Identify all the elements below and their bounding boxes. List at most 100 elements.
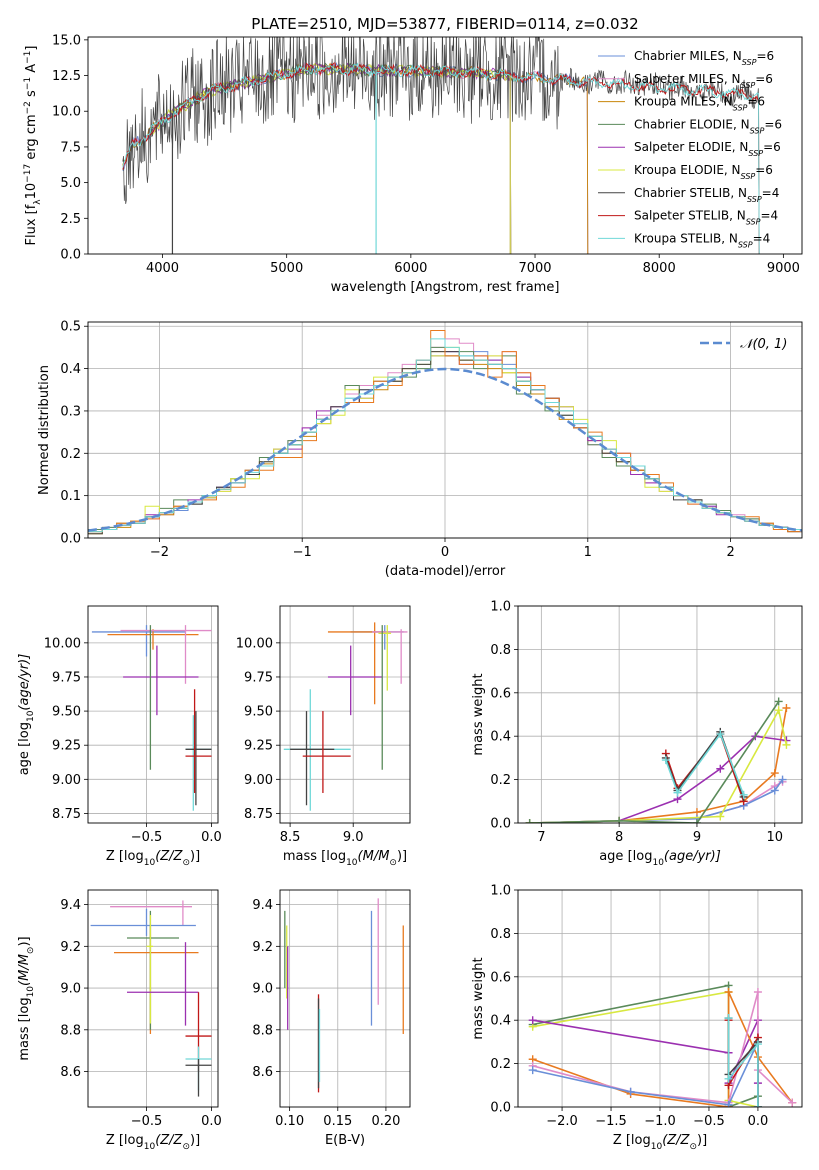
y-tick-label: 12.5 [52, 69, 81, 84]
weight-point-marker [692, 819, 701, 823]
y-axis-label: Flux [fλ10−17 erg cm−2 s−1 A−1] [23, 46, 43, 246]
weight-point-marker [626, 1087, 635, 1096]
y-axis-label-part: −1 [23, 51, 33, 64]
y-tick-label: 10.00 [236, 636, 273, 651]
y-axis-label-part: −17 [23, 164, 33, 183]
y-axis-label-part: )] [17, 936, 32, 946]
y-tick-label: 7.5 [60, 140, 81, 155]
y-tick-label: 15.0 [52, 33, 81, 48]
y-tick-label: 10.00 [44, 636, 81, 651]
x-tick-label: 0.10 [275, 1114, 304, 1129]
x-axis-label-part: (Z/Z [155, 849, 183, 864]
spectrum-series-line [122, 62, 760, 254]
legend-entry-sub: SSP [733, 103, 748, 112]
weight-series-line [532, 1019, 759, 1084]
x-tick-label: 0.20 [371, 1114, 400, 1129]
legend-entry: Kroupa ELODIE, NSSP=6 [634, 163, 773, 181]
legend-entry: Salpeter ELODIE, NSSP=6 [634, 140, 781, 158]
x-axis-label-part: (M/M [358, 849, 390, 864]
x-axis-label-part: mass [log [283, 849, 346, 864]
y-tick-label: 9.2 [252, 940, 273, 955]
weight-point-marker [716, 764, 725, 773]
chart-title: PLATE=2510, MJD=53877, FIBERID=0114, z=0… [251, 15, 638, 33]
y-tick-label: 0.2 [490, 1057, 511, 1072]
x-tick-label: 4000 [146, 261, 179, 276]
y-tick-label: 0.5 [60, 320, 81, 335]
y-axis-label: age [log10(age/yr)] [17, 654, 36, 776]
weight-point-marker [724, 987, 733, 996]
y-axis-label-part: 10 [26, 986, 36, 998]
weight-point-marker [788, 1098, 797, 1107]
x-axis-label: Z [log10(Z/Z⊙)] [106, 1133, 200, 1152]
weight-point-marker [753, 987, 762, 996]
legend-entry: Chabrier MILES, NSSP=6 [634, 49, 774, 67]
x-axis-label: age [log10(age/yr)] [599, 849, 721, 868]
y-axis-label-part: age [log [17, 722, 32, 775]
weight-point-marker [753, 1103, 762, 1107]
x-tick-label: −0.5 [131, 830, 163, 845]
chart-residuals: −2 −1 0 1 2 0.0 0.1 0.2 0.3 0.4 0.5 (data-model)/er… [37, 320, 803, 579]
x-axis-label-part: ⊙ [182, 1142, 190, 1152]
y-tick-label: 1.0 [490, 884, 511, 899]
x-axis-label-part: )] [697, 1133, 707, 1148]
y-tick-label: 8.6 [60, 1065, 81, 1080]
x-axis-label-part: 10 [346, 858, 358, 868]
weight-point-marker [724, 1014, 733, 1023]
errorbars [90, 900, 212, 1097]
x-axis-label-part: Z [log [106, 849, 144, 864]
legend-entry-suffix: =6 [756, 49, 774, 63]
y-axis-label: mass weight [471, 957, 486, 1039]
weight-lines [525, 697, 791, 823]
legend-entry-name: Chabrier ELODIE, N [634, 117, 750, 131]
y-tick-label: 5.0 [60, 176, 81, 191]
weight-point-marker [778, 775, 787, 784]
legend-entry-sub: SSP [750, 126, 765, 135]
y-axis-label-part: A [24, 64, 39, 77]
y-tick-label: 0.2 [490, 773, 511, 788]
chart-spectrum: 4000 5000 6000 7000 8000 9000 0.0 2.5 5.0 7.5 10.0… [23, 15, 803, 295]
weight-point-marker [528, 1066, 537, 1075]
legend-entry-name: Chabrier STELIB, N [634, 186, 747, 200]
y-tick-label: 0.0 [490, 817, 511, 832]
y-tick-label: 9.00 [52, 773, 81, 788]
x-tick-label: −0.5 [131, 1114, 163, 1129]
legend-entry-name: Salpeter MILES, N [634, 72, 741, 86]
y-tick-label: 1.0 [490, 600, 511, 615]
legend-entry: Chabrier ELODIE, NSSP=6 [634, 117, 782, 135]
y-axis-label: Normed distribution [37, 365, 52, 495]
y-tick-label: 9.50 [244, 705, 273, 720]
y-tick-label: 0.0 [60, 248, 81, 263]
axes-frame [87, 36, 803, 255]
weight-point-marker [716, 812, 725, 821]
x-axis-label-part: )] [397, 849, 407, 864]
legend-entry-suffix: =4 [760, 209, 778, 223]
weight-series-line [532, 991, 759, 1107]
legend-entry-sub: SSP [741, 172, 756, 181]
weight-point-marker [774, 706, 783, 715]
legend-entry-suffix: =6 [755, 163, 773, 177]
y-tick-label: 9.75 [52, 670, 81, 685]
x-tick-label: −1 [293, 545, 312, 560]
axes-frame [87, 605, 219, 824]
legend-entry: Salpeter MILES, NSSP=6 [634, 72, 773, 90]
weight-point-marker [753, 1040, 762, 1049]
weight-point-marker [673, 788, 682, 797]
legend-entry-suffix: =4 [762, 186, 780, 200]
x-axis-label-part: (Z/Z [155, 1133, 183, 1148]
x-tick-label: 9000 [767, 261, 800, 276]
legend-entry: Kroupa STELIB, NSSP=4 [634, 231, 770, 249]
errorbars [283, 622, 408, 811]
axes-frame [517, 605, 803, 824]
histograms [88, 330, 802, 535]
y-tick-label: 9.25 [244, 739, 273, 754]
legend-entry-name: Kroupa MILES, N [634, 95, 733, 109]
chart-z-weight: −2.0 −1.5 −1.0 −0.5 0.0 0.0 0.2 0.4 0.6 0.8 1.0 Z [… [471, 884, 803, 1152]
y-tick-label: 0.2 [60, 447, 81, 462]
chart-mass-age: 8.5 9.0 8.75 9.00 9.25 9.50 9.75 10.00 mass [log… [236, 605, 411, 868]
x-tick-label: −1.0 [644, 1114, 676, 1129]
x-tick-label: 1 [584, 545, 592, 560]
y-axis-label: mass [log10(M/M⊙)] [17, 936, 36, 1060]
y-tick-label: 0.4 [60, 362, 81, 377]
